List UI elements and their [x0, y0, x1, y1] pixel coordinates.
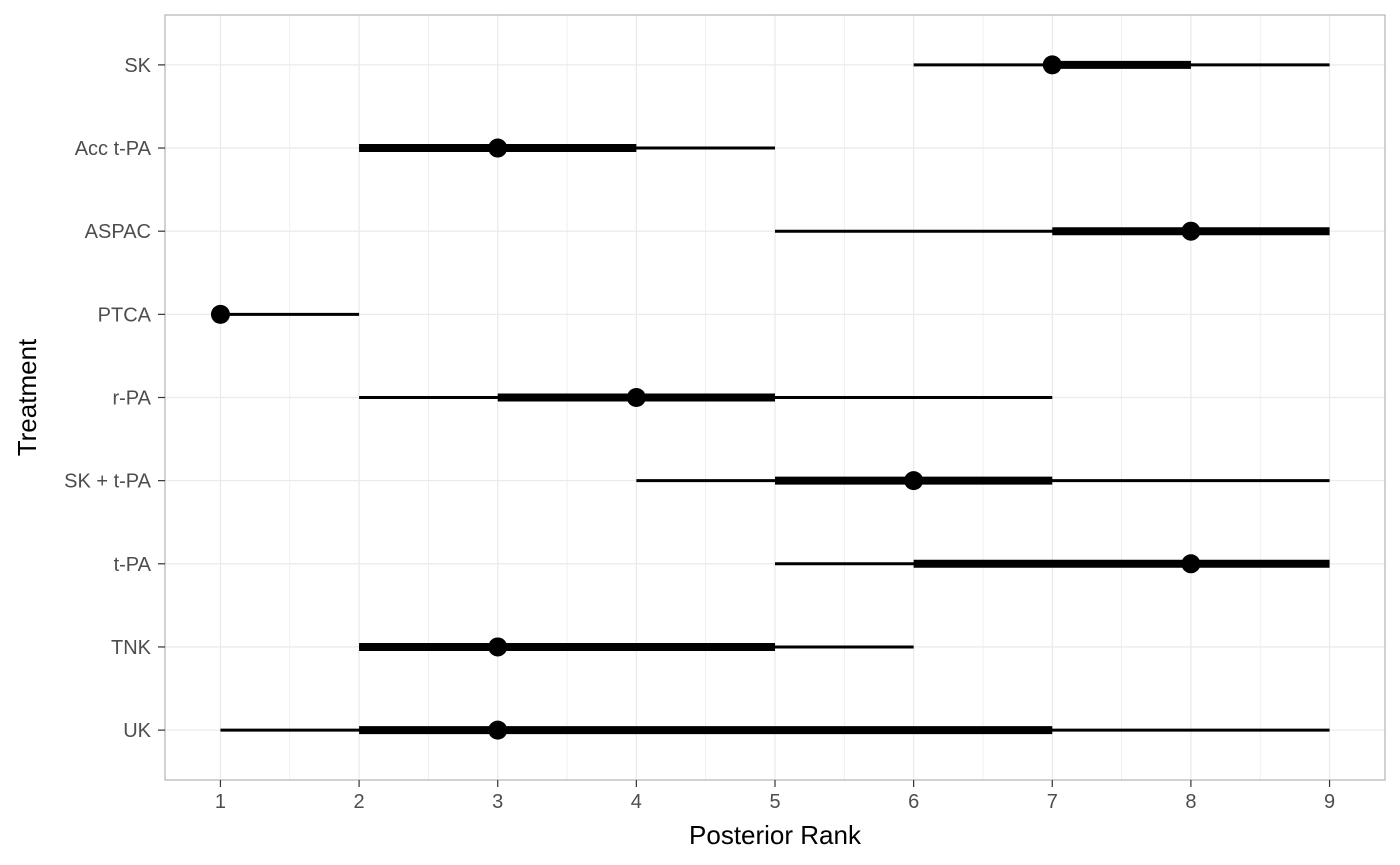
y-tick-label: SK + t-PA: [64, 471, 152, 493]
y-tick-labels: SK Acc t-PA ASPAC PTCA r-PA SK + t-PA t-PA TNK U…: [64, 55, 152, 742]
y-tick-label: TNK: [111, 637, 152, 659]
median-point: [488, 720, 508, 740]
y-tick-label: UK: [123, 720, 151, 742]
x-tick-label: 3: [492, 791, 503, 813]
x-tick-label: 8: [1185, 791, 1196, 813]
median-point: [488, 637, 508, 657]
y-tick-label: t-PA: [114, 554, 152, 576]
y-tick-label: r-PA: [112, 388, 151, 410]
x-tick-label: 9: [1324, 791, 1335, 813]
x-axis-title: Posterior Rank: [689, 820, 862, 850]
y-tick-label: Acc t-PA: [75, 138, 152, 160]
x-tick-labels: 1 2 3 4 5 6 7 8 9: [215, 791, 1335, 813]
y-axis-title: Treatment: [12, 338, 42, 456]
median-point: [626, 388, 646, 407]
x-tick-label: 6: [908, 791, 919, 813]
y-tick-label: PTCA: [98, 304, 152, 326]
median-point: [210, 304, 230, 324]
median-point: [904, 471, 924, 491]
y-tick-label: ASPAC: [85, 221, 151, 243]
median-point: [1181, 554, 1201, 574]
x-tick-label: 4: [631, 791, 642, 813]
interval-marks: [210, 55, 1330, 740]
median-point: [488, 138, 508, 158]
y-tick-label: SK: [124, 55, 151, 77]
median-point: [1181, 221, 1201, 241]
axis-ticks: [158, 64, 1331, 787]
x-tick-label: 1: [215, 791, 226, 813]
x-tick-label: 2: [354, 791, 365, 813]
x-tick-label: 7: [1047, 791, 1058, 813]
median-point: [1042, 55, 1062, 75]
x-tick-label: 5: [769, 791, 780, 813]
